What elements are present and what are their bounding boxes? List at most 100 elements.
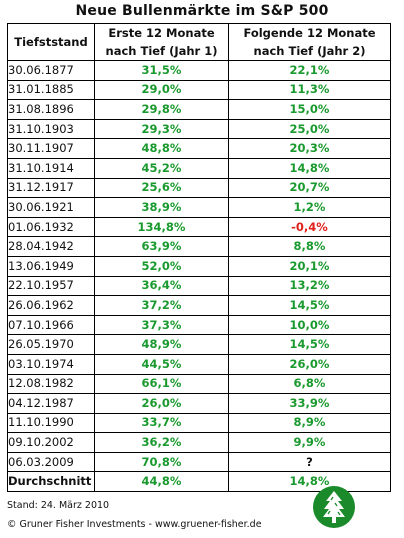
row-date: 07.10.1966 [7, 314, 95, 336]
row-year1: 33,7% [94, 412, 229, 434]
row-date: 11.10.1990 [7, 412, 95, 434]
row-date: 31.08.1896 [7, 99, 95, 120]
table-row: 30.11.1907 48,8% 20,3% [7, 138, 391, 159]
row-year2: 8,9% [228, 412, 391, 434]
table-row: 31.10.1903 29,3% 25,0% [7, 118, 391, 140]
row-date: 13.06.1949 [7, 255, 95, 277]
row-year2: 25,0% [228, 118, 391, 140]
table-row: 31.01.1885 29,0% 11,3% [7, 79, 391, 101]
row-year2: 10,0% [228, 314, 391, 336]
row-year2: 1,2% [228, 197, 391, 218]
row-year1: 70,8% [94, 451, 229, 473]
row-year1: 25,6% [94, 177, 229, 199]
row-year1: 44,5% [94, 353, 229, 375]
row-year2: 20,7% [228, 177, 391, 199]
table-row: 30.06.1921 38,9% 1,2% [7, 197, 391, 218]
header-year1-line2: nach Tief (Jahr 1) [105, 44, 218, 58]
row-year1: 29,3% [94, 118, 229, 140]
row-date: 30.06.1921 [7, 197, 95, 218]
average-year1: 44,8% [94, 471, 229, 493]
row-year2: 14,5% [228, 295, 391, 316]
row-year1: 36,4% [94, 275, 229, 297]
table-row: 28.04.1942 63,9% 8,8% [7, 236, 391, 257]
average-row: Durchschnitt 44,8% 14,8% [7, 471, 391, 493]
row-date: 30.06.1877 [7, 60, 95, 81]
row-year2: 20,1% [228, 255, 391, 277]
row-date: 26.05.1970 [7, 334, 95, 355]
header-year2-line1: Folgende 12 Monate [243, 26, 376, 40]
header-year1-line1: Erste 12 Monate [108, 26, 215, 40]
row-year1: 37,3% [94, 314, 229, 336]
row-year2: 22,1% [228, 60, 391, 81]
row-year1: 63,9% [94, 236, 229, 257]
table-row: 31.08.1896 29,8% 15,0% [7, 99, 391, 120]
header-year2: Folgende 12 Monate nach Tief (Jahr 2) [228, 23, 391, 61]
row-date: 30.11.1907 [7, 138, 95, 159]
row-year1: 26,0% [94, 393, 229, 414]
row-date: 01.06.1932 [7, 216, 95, 238]
row-year2: 33,9% [228, 393, 391, 414]
row-year1: 29,0% [94, 79, 229, 101]
table-row: 22.10.1957 36,4% 13,2% [7, 275, 391, 297]
stand-date: Stand: 24. März 2010 [7, 500, 110, 511]
row-date: 22.10.1957 [7, 275, 95, 297]
row-date: 03.10.1974 [7, 353, 95, 375]
table-row: 11.10.1990 33,7% 8,9% [7, 412, 391, 434]
table-row: 03.10.1974 44,5% 26,0% [7, 353, 391, 375]
table-row: 12.08.1982 66,1% 6,8% [7, 373, 391, 395]
table-row: 09.10.2002 36,2% 9,9% [7, 432, 391, 453]
row-year1: 45,2% [94, 157, 229, 179]
row-year1: 134,8% [94, 216, 229, 238]
table-header-row: Tiefststand Erste 12 Monate nach Tief (J… [7, 23, 391, 61]
table-row: 31.12.1917 25,6% 20,7% [7, 177, 391, 199]
row-year1: 38,9% [94, 197, 229, 218]
table-row: 31.10.1914 45,2% 14,8% [7, 157, 391, 179]
tree-logo-icon [313, 486, 355, 528]
row-year2: 14,8% [228, 157, 391, 179]
table-row: 06.03.2009 70,8%? [7, 451, 391, 473]
row-year2: 15,0% [228, 99, 391, 120]
table-row: 26.06.1962 37,2% 14,5% [7, 295, 391, 316]
average-year2: 14,8% [228, 471, 391, 493]
row-year1: 36,2% [94, 432, 229, 453]
row-year2: 13,2% [228, 275, 391, 297]
header-year2-line2: nach Tief (Jahr 2) [253, 44, 366, 58]
row-year2: 26,0% [228, 353, 391, 375]
row-year1: 37,2% [94, 295, 229, 316]
table-row: 30.06.1877 31,5% 22,1% [7, 60, 391, 81]
row-date: 28.04.1942 [7, 236, 95, 257]
row-date: 31.10.1903 [7, 118, 95, 140]
row-year2: 14,5% [228, 334, 391, 355]
row-year2: 6,8% [228, 373, 391, 395]
row-date: 04.12.1987 [7, 393, 95, 414]
row-year1: 31,5% [94, 60, 229, 81]
row-year1: 52,0% [94, 255, 229, 277]
row-date: 31.12.1917 [7, 177, 95, 199]
row-date: 09.10.2002 [7, 432, 95, 453]
row-year2: 8,8% [228, 236, 391, 257]
row-date: 06.03.2009 [7, 451, 95, 473]
row-year1: 66,1% [94, 373, 229, 395]
table-body: 30.06.1877 31,5% 22,1% 31.01.1885 29,0% 11,3%… [7, 60, 391, 473]
header-year1: Erste 12 Monate nach Tief (Jahr 1) [94, 23, 229, 61]
page-title: Neue Bullenmärkte im S&P 500 [75, 3, 329, 19]
row-year1: 48,9% [94, 334, 229, 355]
row-year2: -0,4% [228, 216, 391, 238]
row-year1: 29,8% [94, 99, 229, 120]
row-year2: 9,9% [228, 432, 391, 453]
row-year1: 48,8% [94, 138, 229, 159]
table-row: 01.06.1932 134,8% -0,4% [7, 216, 391, 238]
table-row: 07.10.1966 37,3% 10,0% [7, 314, 391, 336]
copyright-text: © Gruner Fisher Investments - www.gruene… [7, 519, 262, 530]
table-row: 26.05.1970 48,9% 14,5% [7, 334, 391, 355]
row-year2: 20,3% [228, 138, 391, 159]
table-row: 13.06.1949 52,0% 20,1% [7, 255, 391, 277]
average-label: Durchschnitt [7, 471, 95, 493]
row-date: 12.08.1982 [7, 373, 95, 395]
row-date: 31.01.1885 [7, 79, 95, 101]
row-year2: 11,3% [228, 79, 391, 101]
row-date: 26.06.1962 [7, 295, 95, 316]
row-date: 31.10.1914 [7, 157, 95, 179]
table-row: 04.12.1987 26,0% 33,9% [7, 393, 391, 414]
header-tiefststand: Tiefststand [7, 23, 95, 61]
